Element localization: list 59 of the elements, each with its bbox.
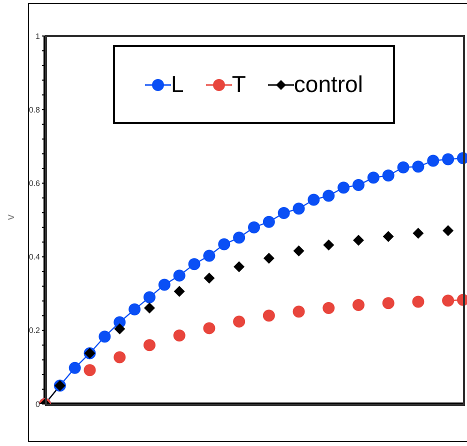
point	[84, 364, 96, 376]
point	[427, 154, 440, 167]
point	[322, 302, 335, 314]
point	[233, 316, 246, 328]
y-tick-label: 0.4	[28, 252, 41, 262]
point	[204, 272, 215, 284]
point	[292, 306, 305, 318]
point	[233, 232, 246, 244]
point	[338, 182, 350, 194]
point	[144, 339, 156, 352]
y-tick-label: 0.2	[28, 326, 41, 336]
point	[292, 202, 305, 215]
point	[234, 261, 245, 272]
y-axis-title: v	[4, 214, 17, 220]
point	[278, 207, 290, 220]
point	[144, 302, 155, 314]
point	[128, 303, 141, 316]
point	[114, 351, 126, 364]
point	[262, 310, 275, 322]
point	[173, 330, 186, 342]
y-tick-label: 0.6	[28, 179, 41, 188]
legend-label: control	[294, 71, 363, 98]
point	[98, 330, 111, 343]
point	[308, 194, 320, 206]
point	[144, 291, 156, 304]
y-tick-label: 0.8	[28, 105, 41, 114]
y-tick-label: 1	[36, 32, 41, 41]
point	[114, 323, 126, 334]
point	[412, 296, 424, 308]
point	[352, 179, 364, 192]
point	[412, 228, 424, 239]
point	[442, 153, 454, 166]
point	[68, 362, 81, 374]
point	[174, 286, 185, 297]
point	[322, 190, 335, 202]
point	[442, 294, 454, 307]
y-tick-label: 0	[36, 400, 41, 409]
legend-label: L	[171, 71, 184, 98]
point	[218, 238, 230, 250]
point	[412, 160, 424, 173]
point	[248, 221, 260, 234]
legend-label: T	[232, 71, 246, 98]
point	[382, 231, 394, 242]
point	[352, 299, 364, 312]
point	[353, 234, 364, 246]
point	[442, 225, 454, 236]
point	[397, 161, 410, 174]
point	[293, 245, 304, 256]
point	[367, 172, 380, 184]
point	[188, 258, 200, 270]
point	[203, 322, 216, 334]
point	[158, 278, 170, 291]
point	[382, 169, 394, 182]
point	[173, 270, 186, 282]
point	[203, 250, 216, 262]
point	[382, 297, 394, 310]
point	[323, 240, 334, 251]
point	[263, 252, 274, 264]
point	[262, 216, 275, 228]
